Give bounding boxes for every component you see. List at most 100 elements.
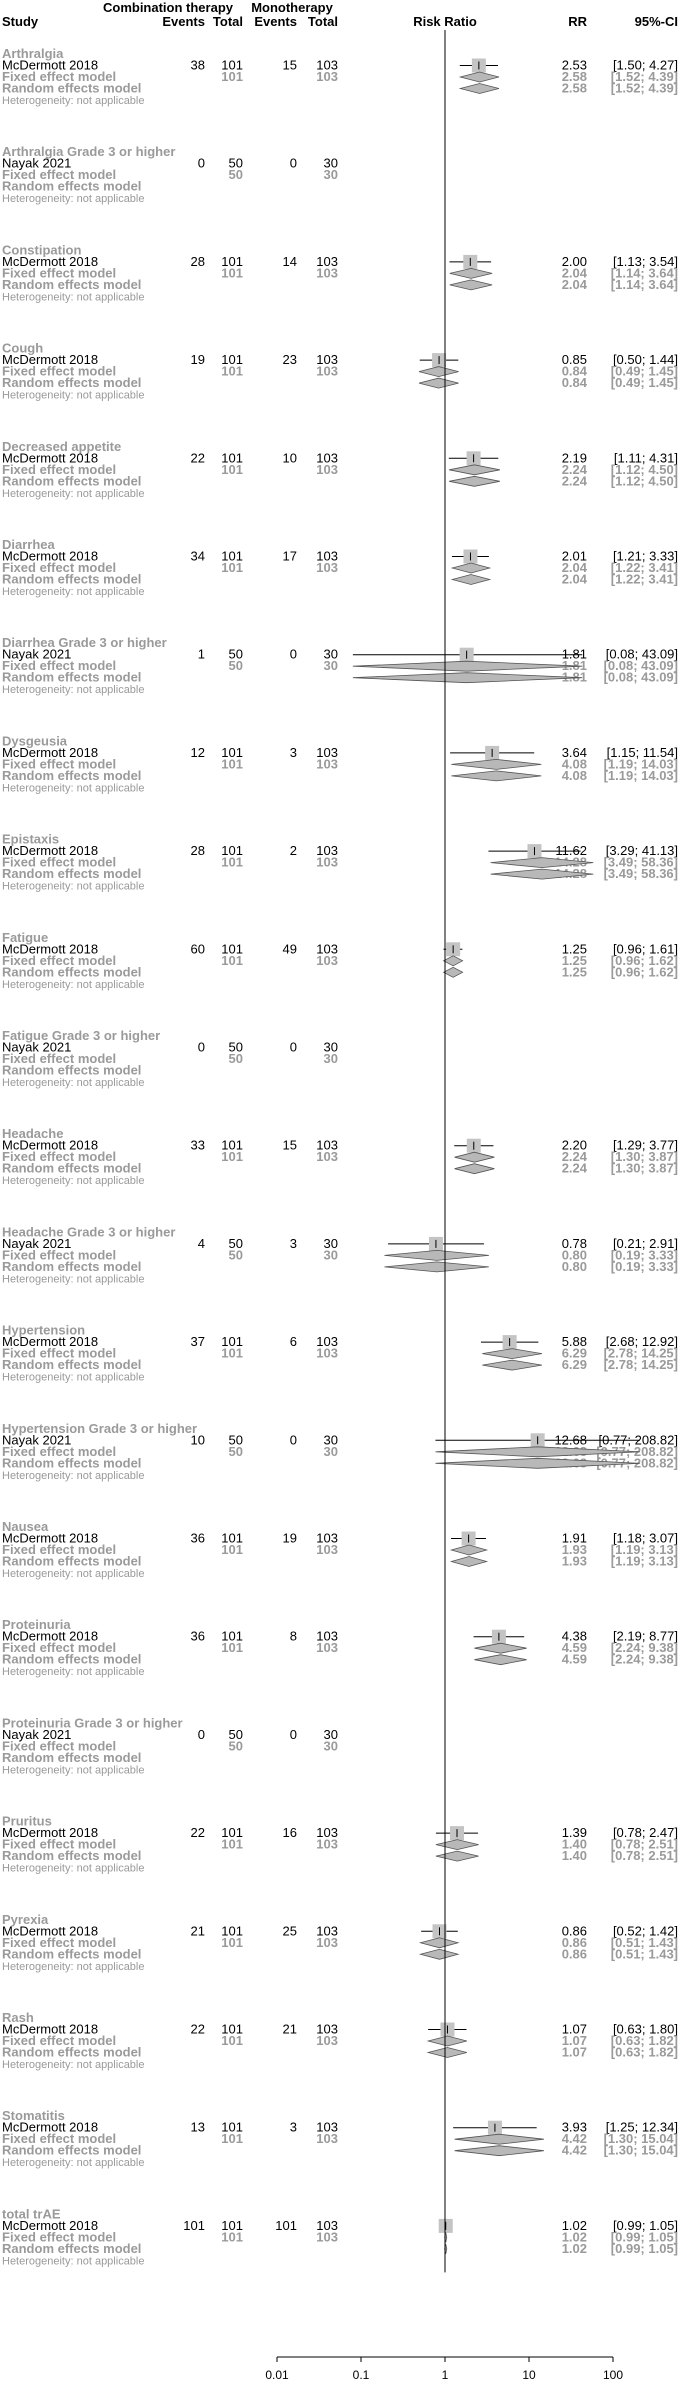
total-combination: 50	[229, 1236, 243, 1251]
random-effects-label: Random effects model	[2, 2045, 141, 2060]
study-ci: [0.08; 43.09]	[606, 647, 678, 662]
study-name: McDermott 2018	[2, 2022, 98, 2037]
study-ci: [0.96; 1.61]	[613, 941, 678, 956]
random-diamond	[435, 1457, 640, 1469]
fixed-effect-label: Fixed effect model	[2, 560, 116, 575]
total-monotherapy: 103	[316, 1334, 338, 1349]
header-total-1: Total	[213, 14, 243, 29]
fixed-diamond	[426, 2035, 467, 2047]
random-diamond	[426, 2047, 467, 2058]
x-tick-label: 1	[442, 2368, 449, 2382]
total-monotherapy: 103	[316, 352, 338, 367]
events-monotherapy: 10	[283, 450, 297, 465]
fixed-total-monotherapy: 103	[316, 1837, 338, 1852]
events-combination: 101	[183, 2218, 205, 2233]
study-name: Nayak 2021	[2, 647, 71, 662]
fixed-rr: 0.86	[562, 1935, 587, 1950]
study-name: McDermott 2018	[2, 1923, 98, 1938]
heterogeneity-note: Heterogeneity: not applicable	[2, 1175, 144, 1187]
fixed-diamond	[435, 1446, 640, 1458]
random-ci: [1.22; 3.41]	[611, 572, 678, 587]
random-rr: 0.84	[562, 375, 588, 390]
events-monotherapy: 17	[283, 549, 297, 564]
random-effects-label: Random effects model	[2, 1161, 141, 1176]
random-rr: 2.04	[562, 572, 588, 587]
random-rr: 1.02	[562, 2241, 587, 2256]
random-effects-label: Random effects model	[2, 1554, 141, 1569]
random-diamond	[418, 1948, 460, 1960]
total-combination: 101	[221, 450, 243, 465]
total-monotherapy: 103	[316, 1138, 338, 1153]
fixed-total-combination: 101	[221, 1935, 243, 1950]
fixed-total-monotherapy: 103	[316, 2033, 338, 2048]
fixed-ci: [3.49; 58.36]	[604, 855, 678, 870]
events-combination: 38	[191, 58, 205, 73]
fixed-total-monotherapy: 103	[316, 953, 338, 968]
events-monotherapy: 16	[283, 1825, 297, 1840]
fixed-total-monotherapy: 103	[316, 1640, 338, 1655]
total-combination: 101	[221, 1531, 243, 1546]
fixed-ci: [0.63; 1.82]	[611, 2033, 678, 2048]
events-monotherapy: 15	[283, 58, 297, 73]
study-rr: 2.19	[562, 450, 587, 465]
fixed-rr: 4.42	[562, 2131, 587, 2146]
events-monotherapy: 8	[290, 1629, 297, 1644]
fixed-effect-label: Fixed effect model	[2, 1247, 116, 1262]
total-monotherapy: 103	[316, 1825, 338, 1840]
fixed-total-monotherapy: 103	[316, 1935, 338, 1950]
study-ci: [1.15; 11.54]	[607, 745, 678, 760]
fixed-effect-label: Fixed effect model	[2, 1837, 116, 1852]
fixed-ci: [1.52; 4.39]	[611, 69, 678, 84]
study-rr: 2.01	[562, 549, 587, 564]
fixed-total-monotherapy: 103	[316, 1346, 338, 1361]
events-combination: 22	[191, 450, 205, 465]
random-effects-label: Random effects model	[2, 1946, 141, 1961]
study-rr: 2.53	[562, 58, 587, 73]
events-combination: 60	[191, 941, 205, 956]
fixed-total-combination: 101	[221, 560, 243, 575]
events-monotherapy: 3	[290, 745, 297, 760]
heterogeneity-note: Heterogeneity: not applicable	[2, 193, 144, 205]
random-diamond	[352, 672, 583, 684]
random-diamond	[451, 770, 542, 782]
fixed-rr: 2.24	[562, 462, 588, 477]
fixed-rr: 2.04	[562, 265, 588, 280]
heterogeneity-note: Heterogeneity: not applicable	[2, 1764, 144, 1776]
fixed-diamond	[490, 857, 594, 869]
study-ci: [0.21; 2.91]	[613, 1236, 678, 1251]
fixed-rr: 6.29	[562, 1346, 587, 1361]
total-combination: 101	[221, 1629, 243, 1644]
fixed-ci: [1.14; 3.64]	[611, 265, 678, 280]
fixed-diamond	[454, 1151, 495, 1163]
random-rr: 0.86	[562, 1946, 587, 1961]
total-combination: 101	[221, 2218, 243, 2233]
fixed-diamond	[384, 1249, 489, 1261]
fixed-effect-label: Fixed effect model	[2, 2229, 116, 2244]
fixed-total-combination: 101	[221, 462, 243, 477]
fixed-ci: [0.99; 1.05]	[611, 2229, 678, 2244]
total-combination: 50	[229, 1432, 243, 1447]
random-effects-label: Random effects model	[2, 179, 141, 194]
fixed-diamond	[418, 1937, 460, 1949]
random-diamond	[449, 475, 500, 487]
total-combination: 101	[221, 549, 243, 564]
fixed-total-combination: 101	[221, 265, 243, 280]
heterogeneity-note: Heterogeneity: not applicable	[2, 684, 144, 696]
subgroup-title: Pyrexia	[2, 1912, 49, 1927]
heterogeneity-note: Heterogeneity: not applicable	[2, 1666, 144, 1678]
study-rr: 1.39	[562, 1825, 587, 1840]
study-ci: [1.13; 3.54]	[613, 254, 678, 269]
study-ci: [1.21; 3.33]	[613, 549, 678, 564]
fixed-total-combination: 101	[221, 855, 243, 870]
total-combination: 50	[229, 156, 243, 171]
fixed-rr: 2.58	[562, 69, 587, 84]
fixed-effect-label: Fixed effect model	[2, 1542, 116, 1557]
random-diamond	[450, 574, 492, 585]
heterogeneity-note: Heterogeneity: not applicable	[2, 2255, 144, 2267]
random-rr: 2.58	[562, 81, 587, 96]
events-combination: 36	[191, 1629, 205, 1644]
heterogeneity-note: Heterogeneity: not applicable	[2, 1273, 144, 1285]
